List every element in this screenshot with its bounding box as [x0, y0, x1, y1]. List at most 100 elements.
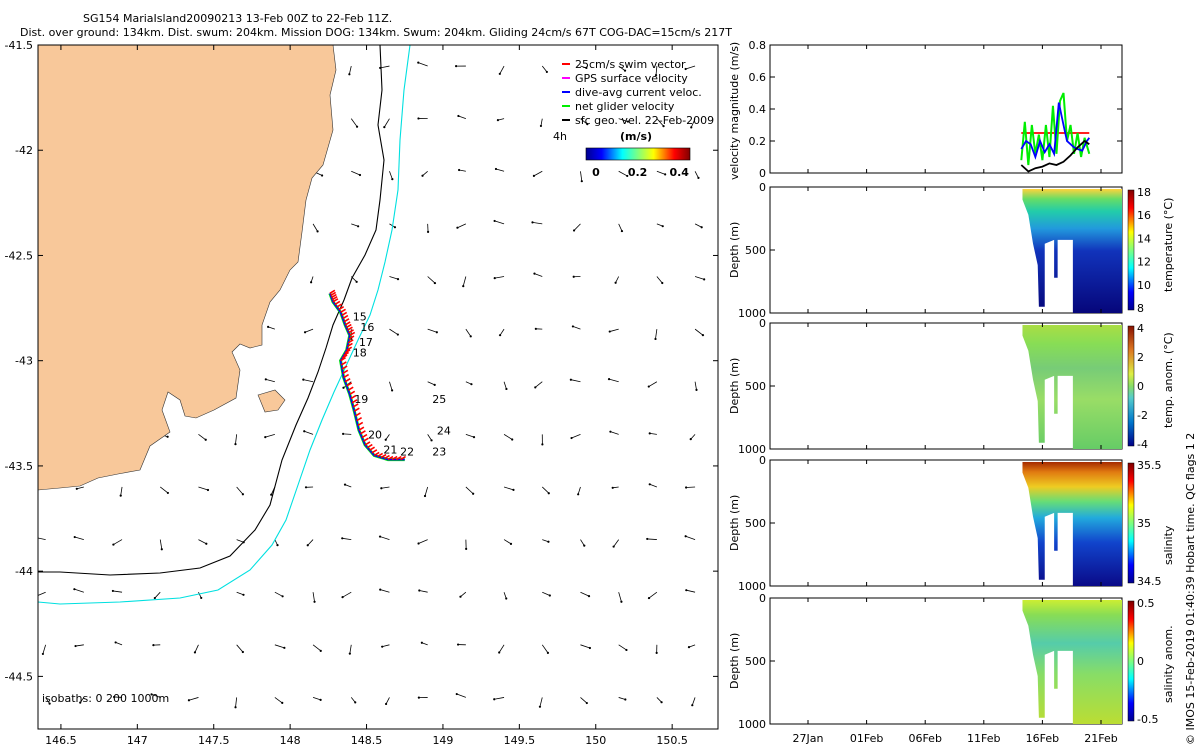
legend-entry: sfc geo. vel. 22-Feb-2009	[575, 114, 714, 127]
colorbar-tick-label: 34.5	[1137, 575, 1162, 588]
map-y-tick-label: -42.5	[5, 249, 33, 262]
current-arrow	[427, 434, 432, 441]
current-arrow	[348, 65, 352, 75]
velocity-series-line	[1020, 102, 1091, 160]
swim-vector	[329, 289, 336, 295]
velocity-y-ticks: 0 0.2 0.4 0.6 0.8	[749, 39, 1122, 180]
current-arrow-head	[545, 70, 548, 74]
current-arrow-head	[456, 643, 460, 646]
current-arrow-head	[587, 595, 591, 598]
swim-vector	[347, 326, 353, 331]
colorbar	[585, 147, 691, 161]
current-arrow	[580, 697, 588, 704]
current-arrow-head	[534, 386, 537, 389]
swim-vector	[341, 365, 348, 370]
current-arrow	[458, 115, 467, 120]
depth-tick-label: 500	[745, 517, 766, 530]
current-arrow-head	[687, 645, 691, 649]
current-arrow-head	[496, 119, 500, 122]
current-arrow	[570, 379, 581, 383]
current-arrow	[198, 539, 207, 545]
current-arrow	[382, 644, 390, 648]
current-arrow-head	[343, 483, 347, 486]
swim-vector	[366, 443, 373, 449]
current-arrow-head	[539, 124, 543, 128]
current-arrow-head	[281, 595, 284, 598]
current-arrow	[350, 118, 358, 127]
current-arrow-head	[538, 705, 542, 708]
swim-vector	[357, 421, 364, 427]
current-arrow	[655, 329, 658, 340]
chart-title: SG154 MariaIsland20090213 13-Feb 00Z to …	[83, 12, 393, 25]
depth-tick-label: 1000	[738, 443, 766, 456]
velocity-tick-label: 0.8	[749, 39, 767, 52]
section-data	[1022, 462, 1122, 586]
current-arrow-head	[241, 493, 245, 496]
section-panels: 0 500 1000 Depth (m) 18 16 14 12 10 8 temperature …	[728, 181, 1175, 731]
current-arrow-head	[493, 219, 496, 223]
current-arrow	[457, 223, 467, 229]
current-arrow-head	[187, 699, 191, 702]
current-arrow-head	[391, 178, 394, 181]
current-arrow-head	[303, 430, 306, 433]
colorbar-tick-label: 12	[1137, 256, 1151, 269]
current-arrow-head	[166, 435, 169, 438]
glider-track	[328, 289, 406, 462]
isobath-label: isobaths: 0 200 1000m	[42, 692, 169, 705]
current-arrow	[236, 539, 244, 543]
swim-vector	[400, 455, 406, 461]
current-arrow	[694, 223, 702, 228]
map-x-tick-label: 147.5	[198, 734, 230, 747]
swim-vector	[336, 303, 343, 308]
current-arrow	[618, 118, 629, 122]
depth-tick-label: 500	[745, 655, 766, 668]
current-arrow-head	[417, 542, 420, 545]
current-arrow	[610, 431, 619, 435]
current-arrow	[418, 62, 428, 67]
footer-credit: © IMOS 15-Feb-2019 01:40:39 Hobart time.…	[1184, 432, 1197, 745]
swim-vector	[334, 300, 341, 306]
swim-vector	[364, 441, 371, 446]
current-arrow-head	[455, 692, 458, 696]
current-arrow	[541, 644, 549, 654]
section-colorbar	[1127, 600, 1135, 722]
current-arrow-head	[417, 696, 420, 699]
current-arrow-head	[384, 438, 387, 441]
current-arrow-head	[435, 331, 438, 334]
velocity-panel: 0 0.2 0.4 0.6 0.8 velocity magnitude (m/s)	[728, 39, 1123, 180]
map-y-tick-label: -41.5	[5, 39, 33, 52]
map-y-ticks: -41.5 -42 -42.5 -43 -43.5 -44 -44.5	[5, 39, 718, 683]
current-arrow-head	[341, 596, 344, 599]
time-tick-label: 06Feb	[908, 732, 941, 745]
day-label: 21	[383, 443, 397, 456]
depth-tick-label: 500	[745, 380, 766, 393]
current-arrow	[571, 433, 581, 439]
current-arrow-head	[626, 120, 630, 123]
current-arrow-head	[701, 334, 705, 337]
current-arrow	[274, 591, 283, 597]
current-arrow	[615, 276, 620, 283]
current-arrow	[303, 379, 314, 383]
current-arrow	[304, 430, 314, 435]
current-arrow-head	[423, 494, 427, 498]
current-arrow-head	[493, 276, 496, 280]
current-arrow-head	[234, 706, 237, 709]
depth-tick-label: 1000	[738, 580, 766, 593]
swim-vector	[331, 295, 338, 301]
current-arrow-head	[531, 221, 534, 224]
current-arrow	[389, 171, 393, 180]
depth-tick-label: 1000	[738, 718, 766, 731]
swim-vector	[363, 437, 369, 442]
current-arrow	[534, 273, 543, 277]
depth-tick-label: 0	[759, 454, 766, 467]
current-arrow-head	[684, 535, 687, 538]
swim-vector	[330, 291, 337, 297]
map-x-tick-label: 148.5	[351, 734, 383, 747]
section-data	[1022, 189, 1122, 313]
current-arrow-head	[166, 491, 169, 495]
current-arrow-head	[342, 432, 345, 435]
current-arrow-head	[319, 698, 322, 701]
current-arrow-head	[577, 493, 580, 496]
current-arrow-head	[685, 486, 688, 489]
